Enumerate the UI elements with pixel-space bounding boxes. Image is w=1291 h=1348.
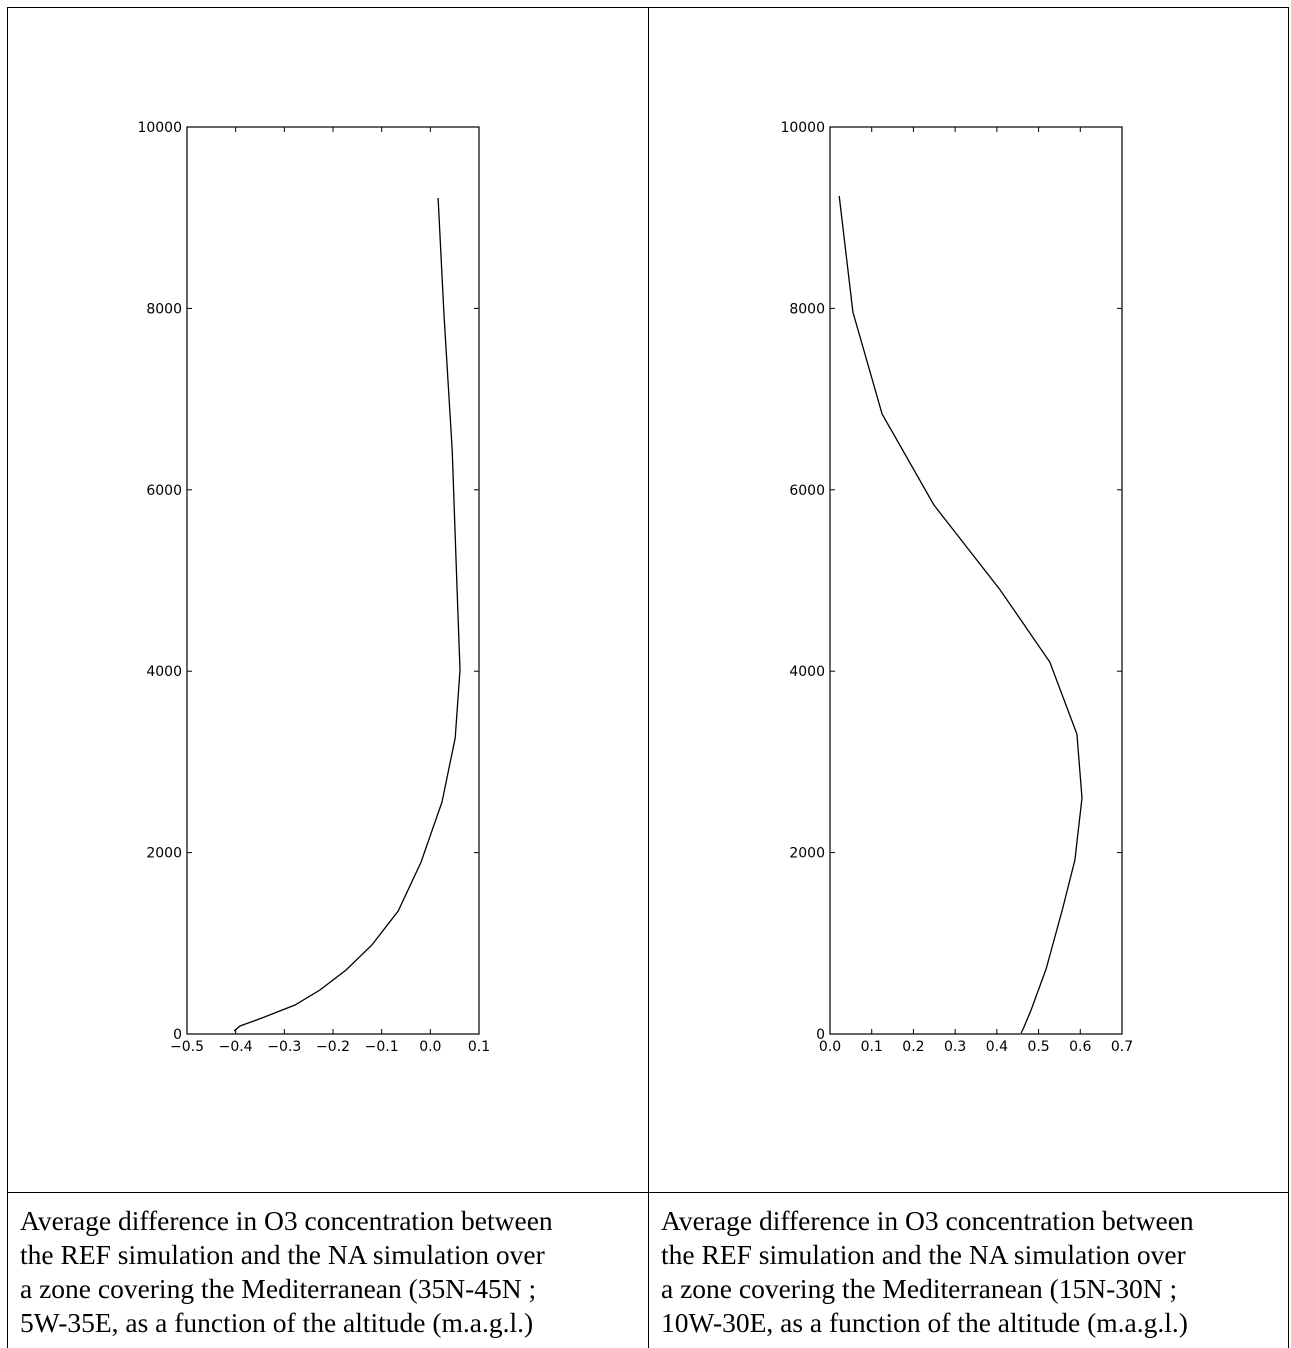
y-tick-label: 2000 (146, 846, 182, 862)
caption-line: Average difference in O3 concentration b… (20, 1205, 553, 1236)
caption-line: 5W-35E, as a function of the altitude (m… (20, 1307, 533, 1338)
x-tick-label: 0.6 (1069, 1039, 1091, 1055)
x-tick-label: 0.3 (944, 1039, 966, 1055)
x-tick-label: −0.2 (316, 1039, 350, 1055)
y-tick-label: 10000 (137, 120, 182, 136)
y-tick-label: 8000 (789, 301, 825, 317)
caption-line: 10W-30E, as a function of the altitude (… (661, 1307, 1188, 1338)
x-tick-label: 0.2 (902, 1039, 924, 1055)
x-tick-label: 0.1 (468, 1039, 490, 1055)
x-tick-label: −0.4 (219, 1039, 253, 1055)
y-tick-label: 0 (816, 1027, 825, 1043)
x-tick-label: 0.0 (819, 1039, 841, 1055)
y-tick-label: 8000 (146, 301, 182, 317)
plot-frame (829, 126, 1123, 1035)
y-tick-label: 6000 (146, 483, 182, 499)
x-tick-label: 0.7 (1111, 1039, 1133, 1055)
y-tick-label: 6000 (789, 483, 825, 499)
caption-line: the REF simulation and the NA simulation… (661, 1239, 1186, 1270)
table-borders (7, 7, 1289, 1348)
y-tick-label: 4000 (789, 664, 825, 680)
caption-line: the REF simulation and the NA simulation… (20, 1239, 545, 1270)
chart: 0 2000 4000 6000 8000 10000 −0.5 −0.4 −0.3 −0.2 −0… (137, 120, 490, 1055)
x-tick-label: 0.0 (419, 1039, 441, 1055)
y-tick-label: 10000 (780, 120, 825, 136)
x-tick-label: 0.1 (861, 1039, 883, 1055)
x-tick-label: 0.4 (986, 1039, 1008, 1055)
caption-line: a zone covering the Mediterranean (15N-3… (661, 1273, 1177, 1304)
chart: 0 2000 4000 6000 8000 10000 0.0 0.1 0.2 0.3 0.4 0.5… (780, 120, 1133, 1055)
caption-line: a zone covering the Mediterranean (35N-4… (20, 1273, 536, 1304)
y-tick-label: 2000 (789, 846, 825, 862)
plot-frame (186, 126, 480, 1035)
x-tick-label: −0.3 (267, 1039, 301, 1055)
caption-line: Average difference in O3 concentration b… (661, 1205, 1194, 1236)
data-line (233, 197, 461, 1032)
x-tick-label: 0.5 (1027, 1039, 1049, 1055)
x-tick-label: −0.5 (170, 1039, 204, 1055)
data-line (838, 195, 1083, 1034)
y-tick-label: 0 (173, 1027, 182, 1043)
y-tick-label: 4000 (146, 664, 182, 680)
x-tick-label: −0.1 (365, 1039, 399, 1055)
